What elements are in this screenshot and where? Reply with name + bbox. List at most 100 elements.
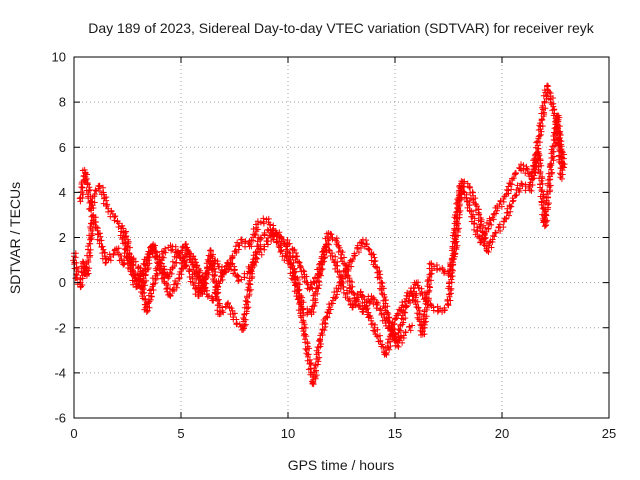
data-point: [485, 225, 492, 232]
data-point: [319, 248, 326, 255]
data-point: [185, 248, 192, 255]
data-point: [270, 236, 277, 243]
data-point: [342, 273, 349, 280]
data-point: [300, 319, 307, 326]
data-point: [258, 235, 265, 242]
data-point: [482, 234, 489, 241]
data-point: [339, 249, 346, 256]
data-point: [246, 265, 253, 272]
data-point: [332, 294, 339, 301]
data-point: [247, 241, 254, 248]
data-point: [539, 123, 546, 130]
data-point: [153, 249, 160, 256]
data-point: [412, 294, 419, 301]
data-point: [353, 294, 360, 301]
data-point: [206, 263, 213, 270]
data-point: [146, 250, 153, 257]
data-point: [547, 161, 554, 168]
data-point: [77, 194, 84, 201]
data-point: [410, 297, 417, 304]
data-point: [344, 295, 351, 302]
data-point: [535, 133, 542, 140]
data-point: [151, 242, 158, 249]
data-point: [124, 247, 131, 254]
data-point: [302, 324, 309, 331]
data-point: [537, 170, 544, 177]
data-point: [500, 224, 507, 231]
grid-lines: [74, 57, 609, 418]
data-point: [267, 226, 274, 233]
data-point: [541, 223, 548, 230]
data-point: [328, 300, 335, 307]
data-point: [351, 250, 358, 257]
data-point: [378, 287, 385, 294]
data-point: [306, 345, 313, 352]
data-point: [284, 257, 291, 264]
data-point: [84, 181, 91, 188]
data-point: [77, 275, 84, 282]
data-point: [371, 321, 378, 328]
data-point: [457, 207, 464, 214]
data-point: [82, 169, 89, 176]
data-point: [456, 203, 463, 210]
data-point: [172, 243, 179, 250]
data-point: [441, 268, 448, 275]
data-point: [460, 178, 467, 185]
data-point: [474, 233, 481, 240]
data-point: [215, 284, 222, 291]
data-point: [141, 289, 148, 296]
data-point: [378, 343, 385, 350]
data-point: [294, 258, 301, 265]
data-point: [196, 272, 203, 279]
data-point: [154, 272, 161, 279]
data-point: [395, 343, 402, 350]
data-point: [199, 279, 206, 286]
data-point: [146, 260, 153, 267]
data-point: [509, 175, 516, 182]
data-point: [290, 269, 297, 276]
data-point: [288, 275, 295, 282]
data-point: [406, 323, 413, 330]
data-point: [558, 175, 565, 182]
data-point: [517, 165, 524, 172]
data-point: [415, 284, 422, 291]
data-point: [348, 278, 355, 285]
data-point: [190, 253, 197, 260]
data-point: [290, 276, 297, 283]
data-point: [232, 243, 239, 250]
series-track-c: [117, 225, 416, 388]
data-point: [383, 349, 390, 356]
data-point: [168, 247, 175, 254]
data-point: [282, 252, 289, 259]
data-point: [421, 311, 428, 318]
data-point: [231, 310, 238, 317]
data-point: [539, 102, 546, 109]
data-point: [83, 175, 90, 182]
data-point: [156, 259, 163, 266]
data-point: [215, 278, 222, 285]
data-point: [290, 259, 297, 266]
data-point: [159, 270, 166, 277]
data-point: [220, 309, 227, 316]
data-point: [386, 320, 393, 327]
data-point: [457, 185, 464, 192]
data-point: [326, 304, 333, 311]
data-point: [456, 197, 463, 204]
data-point: [185, 267, 192, 274]
data-point: [527, 179, 534, 186]
data-point: [237, 236, 244, 243]
data-point: [71, 259, 78, 266]
data-point: [518, 180, 525, 187]
x-tick-label: 10: [281, 426, 295, 441]
data-point: [354, 290, 361, 297]
data-point: [224, 300, 231, 307]
data-point: [305, 351, 312, 358]
data-point: [266, 232, 273, 239]
data-point: [176, 254, 183, 261]
data-point: [228, 305, 235, 312]
data-point: [101, 195, 108, 202]
data-point: [336, 282, 343, 289]
data-point: [85, 257, 92, 264]
data-point: [103, 203, 110, 210]
data-point: [413, 304, 420, 311]
